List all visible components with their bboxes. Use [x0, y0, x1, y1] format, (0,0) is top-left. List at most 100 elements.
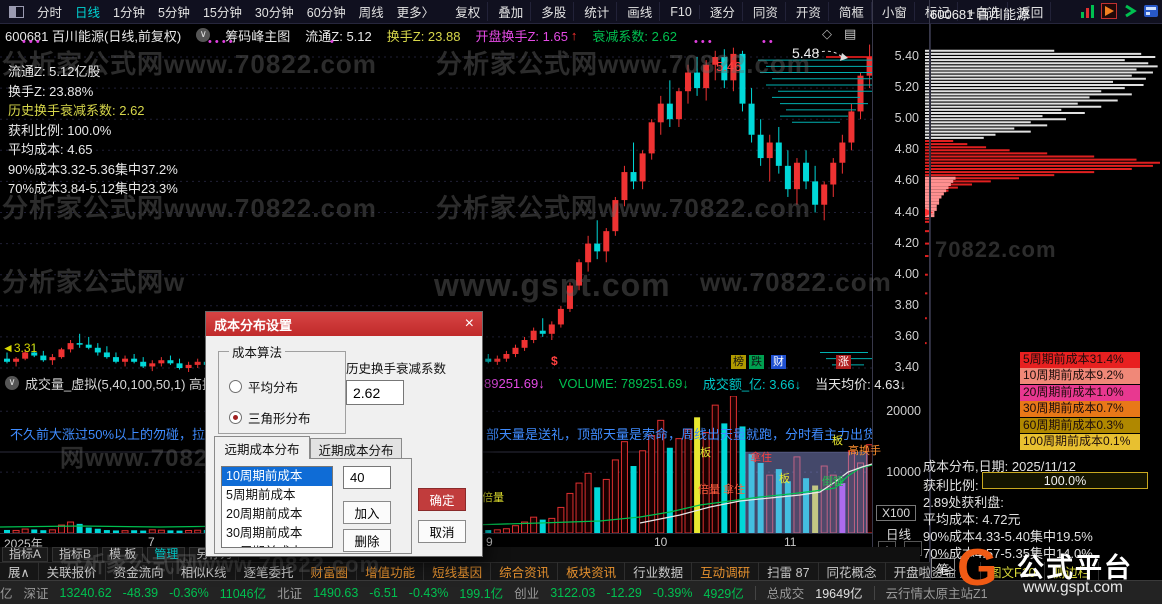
- vol-label: 倍量: [482, 492, 504, 504]
- arrow-icon[interactable]: [1123, 3, 1137, 19]
- radio-triangle-distribution[interactable]: 三角形分布: [229, 408, 345, 427]
- status-segment: -0.36%: [169, 585, 209, 600]
- listbox-item-5周期前成本[interactable]: 5周期前成本: [226, 488, 296, 502]
- volume-tick-10000: 10000: [886, 465, 921, 479]
- func-tab-板块资讯[interactable]: 板块资讯: [558, 562, 626, 581]
- menu-item-开资[interactable]: 开资: [792, 2, 829, 21]
- tab-near-cost[interactable]: 近期成本分布: [310, 438, 402, 459]
- stat-line: 平均成本: 4.65: [8, 142, 93, 157]
- menu-item-1分钟[interactable]: 1分钟: [113, 6, 145, 20]
- decay-coefficient-input[interactable]: [346, 380, 404, 405]
- menu-item-复权[interactable]: 复权: [451, 2, 489, 21]
- func-tab-同花概念[interactable]: 同花概念: [819, 562, 886, 581]
- menu-item-多股[interactable]: 多股: [537, 2, 575, 21]
- func-tab-资金流向[interactable]: 资金流向: [106, 562, 173, 581]
- peak-price-label: 5.46: [716, 59, 742, 74]
- watermark: 分析家公式网www.70822.com: [436, 49, 811, 79]
- status-segment: 云行情太原主站Z1: [885, 587, 988, 601]
- badge-finance: 财: [771, 355, 786, 370]
- menu-item-简框[interactable]: 简框: [835, 2, 872, 21]
- menu-item-60分钟[interactable]: 60分钟: [306, 6, 346, 20]
- menu-item-逐分[interactable]: 逐分: [706, 2, 743, 21]
- equalizer-icon[interactable]: [1080, 3, 1095, 19]
- ok-button[interactable]: 确定: [418, 488, 466, 511]
- func-tab-行业数据[interactable]: 行业数据: [625, 562, 693, 581]
- chevron-down-icon[interactable]: ∨: [196, 28, 211, 42]
- menu-item-5分钟[interactable]: 5分钟: [157, 6, 190, 20]
- cost-period-listbox[interactable]: 10周期前成本 5周期前成本 20周期前成本 30周期前成本 60周期前成本: [221, 466, 333, 548]
- menu-item-画线[interactable]: 画线: [623, 2, 661, 21]
- stat-line: 获利比例: 100.0%: [8, 122, 112, 138]
- indicator-tab-指标B[interactable]: 指标B: [52, 547, 99, 562]
- menu-item-更多〉[interactable]: 更多〉: [396, 6, 435, 20]
- candlestick-chart: [0, 44, 872, 372]
- menu-item-+自选[interactable]: +自选: [964, 2, 1009, 21]
- tab-far-cost[interactable]: 远期成本分布: [214, 436, 310, 459]
- watermark: www.gspt.com: [434, 267, 671, 303]
- menu-item-日线[interactable]: 日线: [75, 6, 101, 20]
- marker-dots: • • •: [22, 36, 40, 48]
- window-grid-icon[interactable]: [1143, 3, 1159, 19]
- menu-item-15分钟[interactable]: 15分钟: [202, 6, 242, 20]
- vol-label: 倒锤: [822, 476, 844, 488]
- menu-item-30分钟[interactable]: 30分钟: [254, 6, 294, 20]
- menu-item-周线[interactable]: 周线: [358, 6, 384, 20]
- radio-average-distribution[interactable]: 平均分布: [229, 377, 345, 396]
- tools-menu: 复权 叠加 多股 统计 画线 F10 逐分 同资 开资 简框 小窗 标记 +自选 返回: [451, 2, 1052, 21]
- indicator-tab-管理[interactable]: 管理: [147, 547, 186, 562]
- indicator-tab-模 板[interactable]: 模 板: [102, 547, 144, 562]
- indicator-tab-指标A[interactable]: 指标A: [2, 547, 49, 562]
- listbox-item-20周期前成本[interactable]: 20周期前成本: [226, 507, 303, 521]
- layout-toggle-icon[interactable]: [9, 5, 24, 18]
- radio-icon[interactable]: [229, 380, 242, 393]
- listbox-item-10周期前成本[interactable]: 10周期前成本: [222, 467, 332, 486]
- menu-item-返回[interactable]: 返回: [1014, 2, 1052, 21]
- chevron-down-icon[interactable]: ∨: [5, 376, 19, 390]
- func-tab-扫雷 87[interactable]: 扫雷 87: [759, 562, 819, 581]
- period-count-input[interactable]: [343, 466, 391, 489]
- func-tab-逐笔委托[interactable]: 逐笔委托: [236, 562, 303, 581]
- delete-button[interactable]: 删除: [343, 529, 391, 552]
- turnover: 换手Z: 23.88: [386, 28, 461, 44]
- advisory-text-left: 不久前大涨过50%以上的勿碰，拉高: [10, 427, 219, 442]
- func-tab-开盘啦资金 〉[interactable]: 开盘啦资金 〉: [886, 562, 982, 581]
- func-tab-展∧[interactable]: 展∧: [0, 562, 39, 581]
- func-tab-相似K线[interactable]: 相似K线: [173, 562, 236, 581]
- dialog-title: 成本分布设置: [214, 317, 293, 333]
- period-label: 日线: [886, 528, 912, 542]
- radio-checked-icon[interactable]: [229, 411, 242, 424]
- price-tick: 3.80: [894, 297, 919, 312]
- func-tab-互动调研[interactable]: 互动调研: [692, 562, 760, 581]
- menu-item-小窗[interactable]: 小窗: [878, 2, 915, 21]
- menu-item-同资[interactable]: 同资: [749, 2, 786, 21]
- volume-partial: 89251.69↓: [484, 375, 545, 391]
- menu-item-标记[interactable]: 标记: [921, 2, 958, 21]
- cancel-button[interactable]: 取消: [418, 520, 466, 543]
- close-icon[interactable]: ×: [464, 315, 474, 332]
- func-tab-增值功能[interactable]: 增值功能: [357, 562, 425, 581]
- menu-item-统计[interactable]: 统计: [580, 2, 618, 21]
- func-tab-侧边栏[interactable]: 侧边栏: [1045, 562, 1100, 581]
- radio-triangle-label: 三角形分布: [248, 412, 311, 426]
- menu-item-分时[interactable]: 分时: [37, 6, 63, 20]
- func-tab-财富圈[interactable]: 财富圈: [303, 562, 358, 581]
- function-tabs-row: 展∧ 关联报价 资金流向 相似K线 逐笔委托 财富圈 增值功能 短线基因 综合资讯 板块资讯 行业数…: [0, 562, 1100, 581]
- func-tab-图文F10[interactable]: 图文F10: [981, 562, 1045, 581]
- func-tab-关联报价[interactable]: 关联报价: [39, 562, 106, 581]
- pen-button[interactable]: 笔: [931, 558, 955, 578]
- price-tick: 5.20: [894, 80, 919, 95]
- menu-item-叠加[interactable]: 叠加: [494, 2, 532, 21]
- add-button[interactable]: 加入: [343, 501, 391, 524]
- dialog-titlebar[interactable]: 成本分布设置 ×: [206, 312, 482, 336]
- price-tick: 5.00: [894, 111, 919, 126]
- watermark: 分析家公式网www.70822.com: [436, 193, 811, 223]
- func-tab-短线基因[interactable]: 短线基因: [424, 562, 492, 581]
- flag-icon[interactable]: [1101, 3, 1117, 19]
- listbox-item-30周期前成本[interactable]: 30周期前成本: [226, 526, 303, 540]
- dialog-body: 成本算法 平均分布 三角形分布 历史换手衰减系数 远期成本分布 近期成本分布 1…: [206, 336, 482, 558]
- func-tab-综合资讯[interactable]: 综合资讯: [491, 562, 559, 581]
- volume-indicator-name: 成交量_虚拟(5,40,100,50,1) 高换: [25, 376, 216, 392]
- menu-item-F10[interactable]: F10: [666, 4, 700, 19]
- vol-label: 板: [832, 435, 843, 447]
- listbox-item-60周期前成本[interactable]: 60周期前成本: [222, 543, 332, 547]
